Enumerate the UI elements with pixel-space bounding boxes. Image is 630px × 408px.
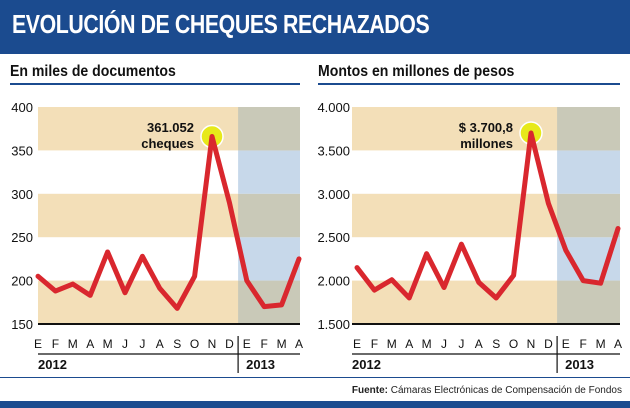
right-title-rule bbox=[318, 83, 620, 85]
right-ytick-label: 3.500 bbox=[317, 143, 350, 158]
left-2013-band bbox=[238, 237, 300, 281]
left-series-line bbox=[35, 134, 302, 311]
left-2013-band bbox=[238, 193, 300, 238]
left-month-label: M bbox=[103, 337, 113, 351]
bottom-bar bbox=[0, 401, 630, 408]
left-month-label: E bbox=[243, 337, 251, 351]
left-ytick-label: 400 bbox=[11, 100, 33, 115]
right-month-label: F bbox=[371, 337, 378, 351]
left-ytick-label: 150 bbox=[11, 317, 33, 332]
left-month-label: S bbox=[173, 337, 181, 351]
right-2013-band bbox=[557, 107, 620, 151]
right-month-label: A bbox=[405, 337, 413, 351]
right-month-label: M bbox=[387, 337, 397, 351]
source-label: Fuente: bbox=[351, 385, 388, 396]
left-annotation-unit: cheques bbox=[141, 136, 194, 151]
page-title: EVOLUCIÓN DE CHEQUES RECHAZADOS bbox=[12, 9, 430, 39]
left-month-label: A bbox=[86, 337, 94, 351]
left-month-label: N bbox=[208, 337, 217, 351]
source-text: Cámaras Electrónicas de Compensación de … bbox=[390, 385, 622, 396]
left-ytick-label: 350 bbox=[11, 143, 33, 158]
left-chart-title: En miles de documentos bbox=[10, 63, 176, 80]
left-year-label: 2012 bbox=[38, 357, 67, 372]
left-month-label: F bbox=[52, 337, 59, 351]
left-2013-band bbox=[238, 150, 300, 194]
right-year-label: 2013 bbox=[565, 357, 594, 372]
right-month-label: O bbox=[509, 337, 518, 351]
right-ytick-label: 2.000 bbox=[317, 274, 350, 289]
right-month-label: S bbox=[492, 337, 500, 351]
right-month-label: M bbox=[596, 337, 606, 351]
right-2013-band bbox=[557, 280, 620, 324]
left-month-label: J bbox=[139, 337, 145, 351]
right-ytick-label: 3.000 bbox=[317, 187, 350, 202]
left-ytick-label: 250 bbox=[11, 230, 33, 245]
right-ytick-label: 4.000 bbox=[317, 100, 350, 115]
right-month-label: J bbox=[441, 337, 447, 351]
source-note: Fuente: Cámaras Electrónicas de Compensa… bbox=[352, 385, 622, 396]
left-title-rule bbox=[10, 83, 300, 85]
right-2013-band bbox=[557, 193, 620, 238]
left-month-label: O bbox=[190, 337, 199, 351]
right-month-label: F bbox=[580, 337, 587, 351]
left-ytick-label: 200 bbox=[11, 274, 33, 289]
left-month-label: J bbox=[122, 337, 128, 351]
left-month-label: A bbox=[295, 337, 303, 351]
left-month-label: M bbox=[277, 337, 287, 351]
left-year-label: 2013 bbox=[246, 357, 275, 372]
right-chart-title: Montos en millones de pesos bbox=[318, 63, 515, 80]
left-ytick-label: 300 bbox=[11, 187, 33, 202]
footer-rule bbox=[0, 377, 630, 378]
title-bar: EVOLUCIÓN DE CHEQUES RECHAZADOS bbox=[0, 0, 630, 54]
left-month-label: M bbox=[68, 337, 78, 351]
right-annotation-unit: millones bbox=[460, 136, 513, 151]
left-month-label: F bbox=[261, 337, 268, 351]
right-month-label: E bbox=[353, 337, 361, 351]
right-annotation-value: $ 3.700,8 bbox=[459, 120, 513, 135]
right-2013-band bbox=[557, 150, 620, 194]
right-month-label: E bbox=[562, 337, 570, 351]
right-month-label: A bbox=[614, 337, 622, 351]
right-month-label: A bbox=[475, 337, 483, 351]
right-month-label: M bbox=[422, 337, 432, 351]
left-month-label: E bbox=[34, 337, 42, 351]
right-year-label: 2012 bbox=[352, 357, 381, 372]
left-2013-band bbox=[238, 107, 300, 151]
left-month-label: D bbox=[225, 337, 234, 351]
right-series-line bbox=[354, 130, 621, 301]
left-annotation-value: 361.052 bbox=[147, 120, 194, 135]
right-ytick-label: 1.500 bbox=[317, 317, 350, 332]
right-ytick-label: 2.500 bbox=[317, 230, 350, 245]
right-month-label: D bbox=[544, 337, 553, 351]
right-month-label: J bbox=[458, 337, 464, 351]
right-month-label: N bbox=[527, 337, 536, 351]
left-month-label: A bbox=[156, 337, 164, 351]
